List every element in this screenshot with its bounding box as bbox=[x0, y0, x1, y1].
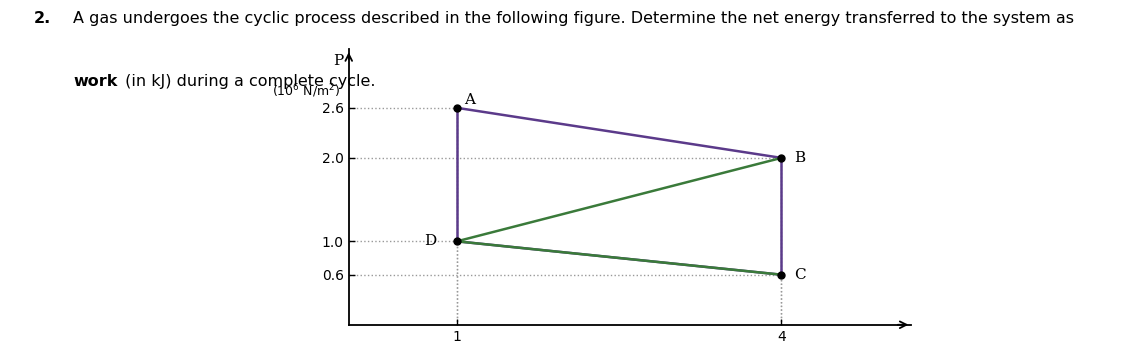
Text: 2.: 2. bbox=[34, 11, 51, 25]
Text: C: C bbox=[794, 268, 806, 282]
Text: P: P bbox=[333, 54, 343, 67]
Text: work: work bbox=[73, 74, 117, 89]
Text: D: D bbox=[424, 234, 436, 248]
Text: (in kJ) during a complete cycle.: (in kJ) during a complete cycle. bbox=[120, 74, 376, 89]
Text: $(10^6\ \mathrm{N/m^2})$: $(10^6\ \mathrm{N/m^2})$ bbox=[271, 83, 340, 100]
Text: A: A bbox=[465, 93, 476, 107]
Text: B: B bbox=[794, 151, 806, 165]
Text: A gas undergoes the cyclic process described in the following figure. Determine : A gas undergoes the cyclic process descr… bbox=[73, 11, 1074, 25]
